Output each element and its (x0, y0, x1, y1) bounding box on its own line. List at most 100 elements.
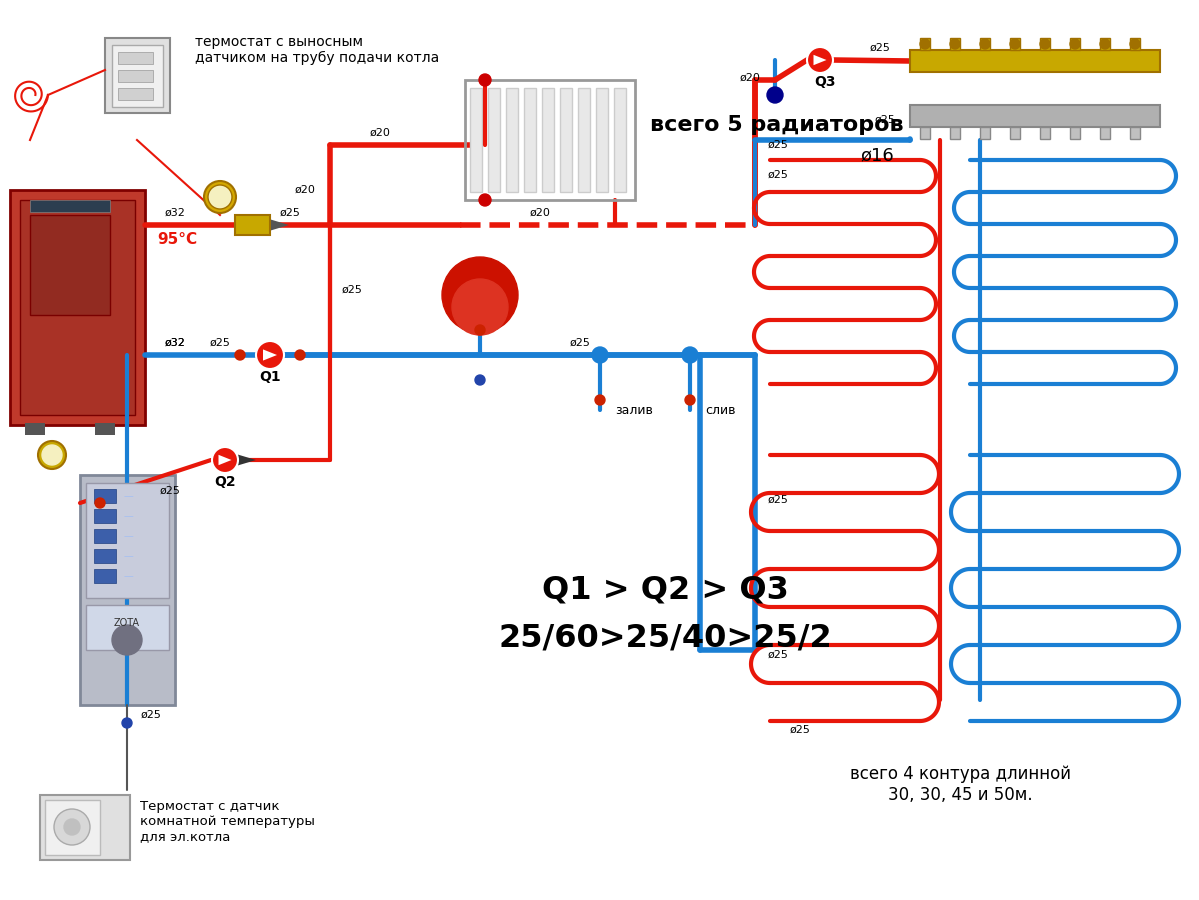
Bar (950, 38, 960, 50)
Bar (980, 38, 990, 50)
Circle shape (42, 445, 62, 465)
Bar (20, 200, 135, 415)
Text: ø25: ø25 (141, 710, 162, 720)
Text: ø20: ø20 (294, 185, 315, 195)
Text: всего 5 радиаторов: всего 5 радиаторов (650, 115, 904, 135)
Bar (470, 88, 482, 192)
Bar (1099, 38, 1110, 50)
Bar (86, 605, 169, 650)
Bar (94, 569, 116, 583)
Circle shape (595, 395, 605, 405)
Text: ø25: ø25 (769, 140, 789, 150)
Text: Термостат с датчик
комнатной температуры
для эл.котла: Термостат с датчик комнатной температуры… (140, 800, 315, 843)
Text: ø25: ø25 (769, 650, 789, 660)
Bar (1129, 127, 1140, 139)
Circle shape (592, 347, 608, 363)
Circle shape (212, 447, 237, 473)
Bar (118, 88, 153, 100)
Bar (524, 88, 536, 192)
Circle shape (767, 87, 783, 103)
Bar (86, 483, 169, 598)
Text: ø25: ø25 (869, 43, 891, 53)
Bar (94, 489, 116, 503)
Bar (235, 215, 270, 235)
Bar (25, 423, 46, 435)
Text: —: — (123, 511, 133, 521)
Circle shape (475, 325, 486, 335)
Text: ø25: ø25 (279, 208, 301, 218)
Text: Q1: Q1 (259, 370, 281, 384)
Text: ø32: ø32 (164, 208, 186, 218)
Bar (465, 80, 635, 200)
Bar (1010, 127, 1020, 139)
Circle shape (442, 257, 518, 333)
Bar (106, 38, 170, 113)
Text: 95°C: 95°C (157, 232, 197, 248)
Circle shape (478, 74, 492, 86)
Circle shape (95, 498, 106, 508)
Text: ø25: ø25 (342, 285, 363, 295)
Text: ø25: ø25 (210, 338, 230, 348)
Circle shape (257, 341, 284, 369)
Bar (30, 200, 110, 212)
Bar (1129, 38, 1140, 50)
Circle shape (685, 395, 695, 405)
Polygon shape (271, 220, 289, 230)
Bar (46, 800, 100, 855)
Circle shape (980, 39, 990, 49)
Bar (1040, 127, 1050, 139)
Text: слив: слив (705, 403, 735, 417)
Bar (920, 127, 930, 139)
Text: ZOTA: ZOTA (114, 618, 140, 628)
Polygon shape (813, 55, 826, 65)
Bar (30, 215, 110, 315)
Text: ø20: ø20 (369, 128, 391, 138)
Text: ø25: ø25 (769, 495, 789, 505)
Circle shape (1040, 39, 1050, 49)
Text: всего 4 контура длинной
30, 30, 45 и 50м.: всего 4 контура длинной 30, 30, 45 и 50м… (850, 765, 1071, 804)
Text: ø32: ø32 (164, 338, 186, 348)
Bar (94, 549, 116, 563)
Bar (1040, 38, 1050, 50)
Bar (80, 475, 175, 705)
Circle shape (38, 441, 66, 469)
Circle shape (112, 625, 141, 655)
Bar (40, 795, 129, 860)
Circle shape (235, 350, 245, 360)
Circle shape (54, 809, 90, 845)
Bar (10, 190, 145, 425)
Bar (1070, 127, 1080, 139)
Text: ø16: ø16 (860, 146, 893, 164)
Bar (118, 70, 153, 82)
Text: ø25: ø25 (874, 115, 894, 125)
Bar (112, 45, 163, 107)
Circle shape (1099, 39, 1110, 49)
Text: —: — (123, 571, 133, 581)
Polygon shape (237, 454, 257, 465)
Bar (94, 509, 116, 523)
Text: —: — (123, 531, 133, 541)
Bar (596, 88, 608, 192)
Text: ø20: ø20 (739, 73, 760, 83)
Bar (614, 88, 626, 192)
Circle shape (452, 279, 508, 335)
Text: ø25: ø25 (769, 170, 789, 180)
Bar (94, 529, 116, 543)
Bar (950, 127, 960, 139)
Text: ø32: ø32 (164, 338, 186, 348)
Bar (1099, 127, 1110, 139)
Text: Q2: Q2 (215, 475, 236, 489)
Bar (910, 50, 1159, 72)
Circle shape (682, 347, 698, 363)
Bar (920, 38, 930, 50)
Circle shape (204, 181, 236, 213)
Bar (578, 88, 590, 192)
Circle shape (478, 194, 492, 206)
Text: Q3: Q3 (814, 75, 836, 89)
Text: термостат с выносным
датчиком на трубу подачи котла: термостат с выносным датчиком на трубу п… (195, 35, 439, 66)
Bar (118, 52, 153, 64)
Bar (506, 88, 518, 192)
Circle shape (122, 718, 132, 728)
Bar (1070, 38, 1080, 50)
Bar (542, 88, 554, 192)
